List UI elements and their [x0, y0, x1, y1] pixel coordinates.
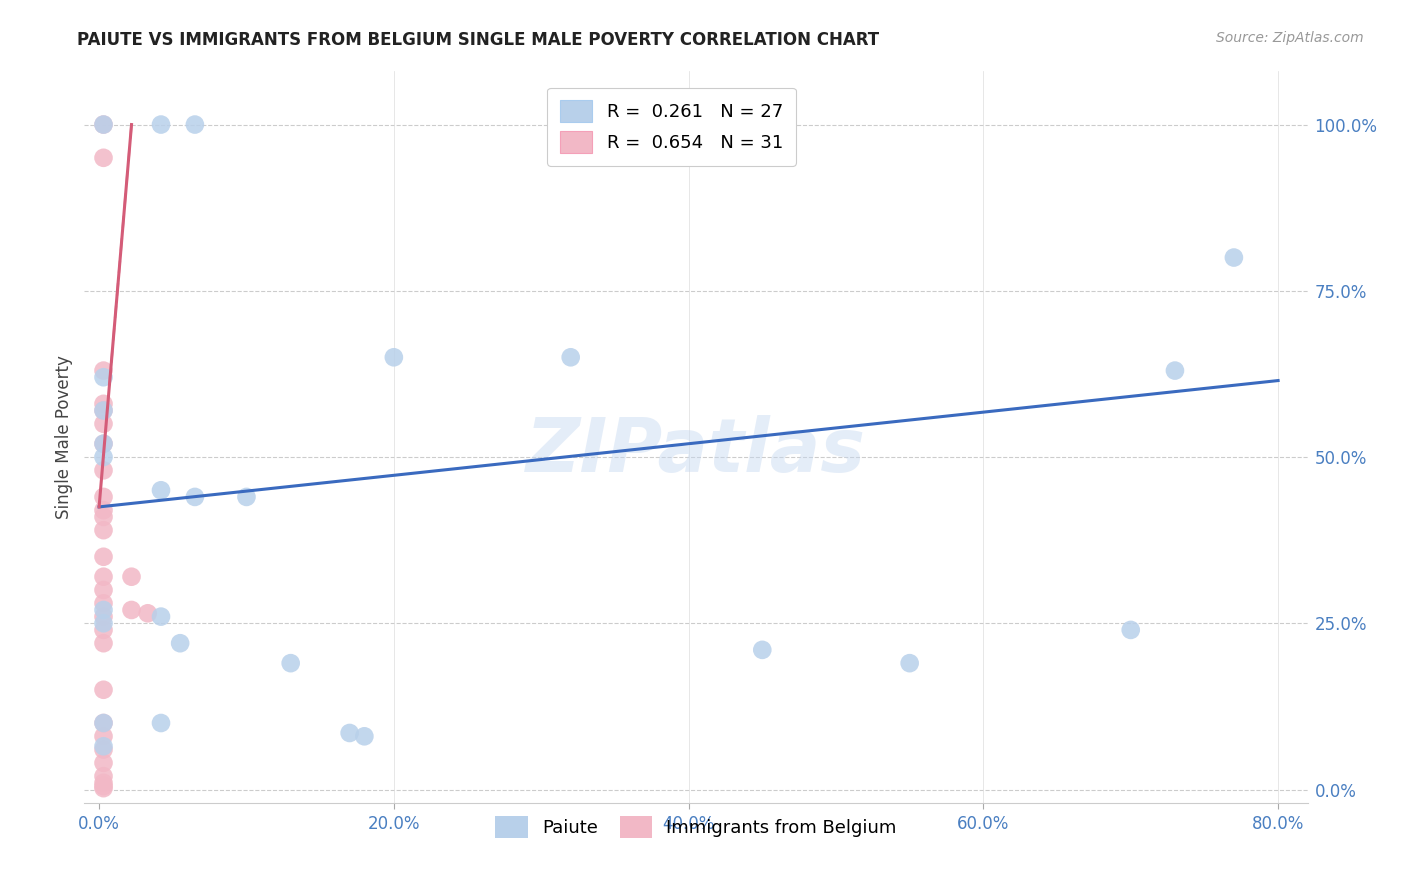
Point	[93, 609, 115, 624]
Point	[93, 716, 115, 731]
Point	[1164, 363, 1187, 377]
Point	[93, 779, 115, 793]
Text: Source: ZipAtlas.com: Source: ZipAtlas.com	[1216, 31, 1364, 45]
Point	[93, 403, 115, 417]
Point	[93, 739, 115, 754]
Point	[382, 351, 405, 365]
Point	[184, 490, 207, 504]
Point	[93, 436, 115, 450]
Point	[93, 776, 115, 790]
Point	[93, 417, 115, 431]
Point	[93, 582, 115, 597]
Point	[93, 118, 115, 132]
Point	[93, 616, 115, 631]
Point	[93, 450, 115, 464]
Point	[93, 403, 115, 417]
Point	[121, 603, 143, 617]
Point	[169, 636, 191, 650]
Point	[898, 656, 921, 670]
Point	[1223, 251, 1246, 265]
Point	[150, 609, 173, 624]
Point	[121, 570, 143, 584]
Point	[184, 118, 207, 132]
Point	[93, 370, 115, 384]
Point	[93, 549, 115, 564]
Y-axis label: Single Male Poverty: Single Male Poverty	[55, 355, 73, 519]
Point	[93, 756, 115, 770]
Point	[93, 436, 115, 450]
Point	[93, 596, 115, 610]
Point	[93, 463, 115, 477]
Point	[93, 636, 115, 650]
Point	[93, 682, 115, 697]
Point	[93, 490, 115, 504]
Point	[150, 716, 173, 731]
Point	[235, 490, 257, 504]
Point	[136, 607, 159, 621]
Point	[1119, 623, 1142, 637]
Point	[93, 363, 115, 377]
Point	[751, 643, 773, 657]
Legend: Paiute, Immigrants from Belgium: Paiute, Immigrants from Belgium	[488, 808, 904, 845]
Point	[150, 118, 173, 132]
Point	[339, 726, 361, 740]
Point	[93, 716, 115, 731]
Point	[93, 603, 115, 617]
Point	[93, 509, 115, 524]
Point	[93, 570, 115, 584]
Text: PAIUTE VS IMMIGRANTS FROM BELGIUM SINGLE MALE POVERTY CORRELATION CHART: PAIUTE VS IMMIGRANTS FROM BELGIUM SINGLE…	[77, 31, 880, 49]
Point	[93, 523, 115, 537]
Point	[93, 118, 115, 132]
Point	[93, 623, 115, 637]
Point	[150, 483, 173, 498]
Point	[560, 351, 582, 365]
Text: ZIPatlas: ZIPatlas	[526, 415, 866, 488]
Point	[93, 151, 115, 165]
Point	[93, 397, 115, 411]
Point	[93, 742, 115, 756]
Point	[353, 729, 375, 743]
Point	[280, 656, 302, 670]
Point	[93, 729, 115, 743]
Point	[93, 503, 115, 517]
Point	[93, 769, 115, 783]
Point	[93, 781, 115, 796]
